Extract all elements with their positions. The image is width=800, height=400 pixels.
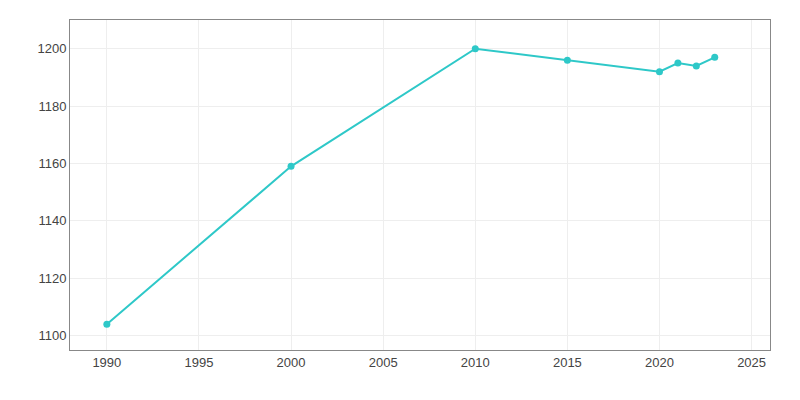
svg-text:1100: 1100: [38, 328, 66, 343]
svg-text:1200: 1200: [37, 41, 66, 56]
svg-text:1140: 1140: [38, 213, 66, 228]
svg-text:1120: 1120: [38, 271, 66, 286]
svg-text:2025: 2025: [737, 355, 766, 370]
svg-text:2020: 2020: [645, 355, 674, 370]
svg-text:2005: 2005: [369, 355, 398, 370]
svg-text:1995: 1995: [184, 355, 213, 370]
svg-text:2015: 2015: [553, 355, 582, 370]
svg-text:2000: 2000: [277, 355, 306, 370]
svg-text:2010: 2010: [461, 355, 490, 370]
svg-text:1160: 1160: [38, 156, 66, 171]
svg-text:1990: 1990: [92, 355, 121, 370]
svg-text:1180: 1180: [38, 99, 66, 114]
